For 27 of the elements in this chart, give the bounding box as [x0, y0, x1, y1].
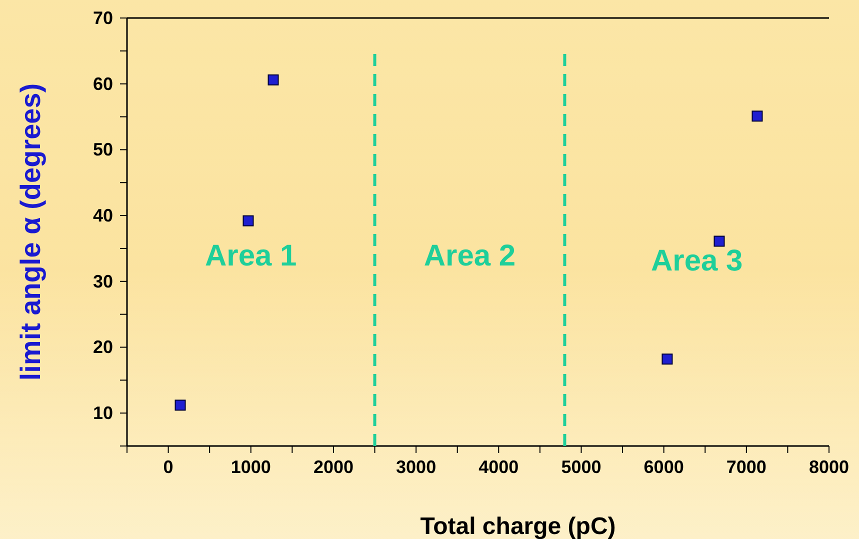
- y-tick-label: 20: [92, 337, 113, 358]
- y-tick-label: 50: [92, 140, 113, 160]
- point: [714, 236, 725, 247]
- annotation: Area 1: [205, 239, 297, 272]
- point: [662, 354, 673, 365]
- x-tick-label: 2000: [313, 457, 354, 477]
- point: [174, 400, 186, 411]
- x-tick-label: 0: [163, 457, 174, 477]
- x-tick-label: 5000: [561, 457, 602, 477]
- annotation: Area 2: [424, 239, 516, 272]
- y-tick-label: 10: [92, 403, 113, 424]
- y-tick-label: 60: [92, 74, 113, 94]
- y-tick-label: 70: [92, 8, 113, 28]
- annotation: Area 3: [650, 244, 743, 278]
- x-tick-label: 7000: [726, 457, 766, 477]
- x-tick-label: 6000: [644, 457, 684, 477]
- x-axis-title: Total charge (pC): [420, 513, 616, 539]
- y-axis-title: limit angle α (degrees): [15, 83, 46, 381]
- point: [752, 110, 763, 122]
- y-tick-label: 40: [92, 206, 113, 226]
- x-tick-label: 1000: [230, 457, 271, 477]
- y-tick-label: 30: [92, 271, 113, 292]
- x-tick-label: 4000: [478, 457, 519, 477]
- point: [268, 74, 279, 86]
- point: [242, 215, 254, 226]
- x-tick-label: 3000: [396, 457, 436, 477]
- x-tick-label: 8000: [808, 457, 850, 477]
